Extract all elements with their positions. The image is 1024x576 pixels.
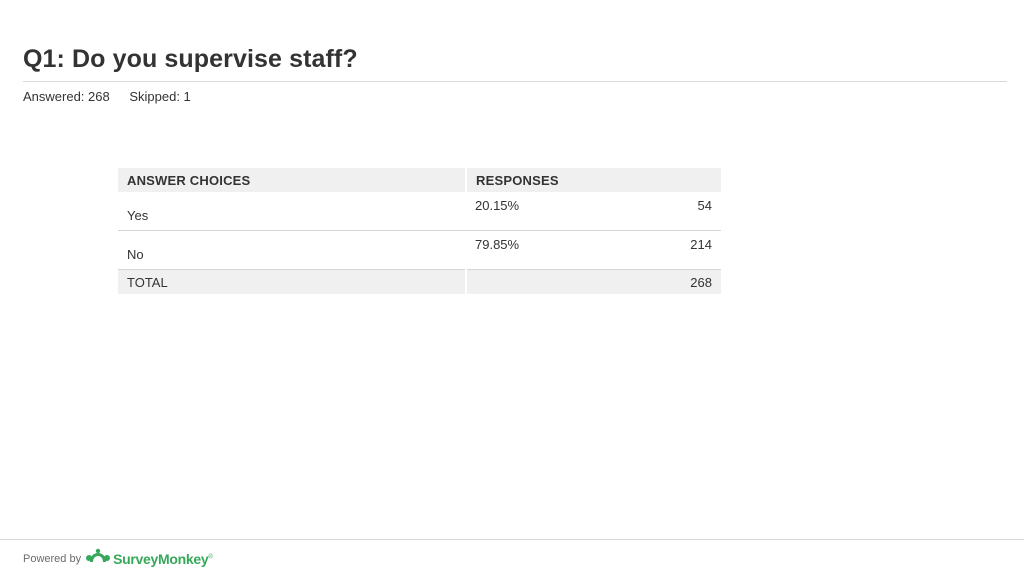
response-stats: Answered: 268 Skipped: 1 [23,89,191,104]
answer-choice-yes: Yes [118,192,466,231]
registered-mark: ® [208,553,213,560]
responses-header: RESPONSES [465,168,721,192]
answer-choices-header: ANSWER CHOICES [118,168,466,192]
footer-divider [0,539,1024,540]
table-row: No 79.85% 214 [118,230,721,270]
title-divider [23,81,1007,82]
table-row: Yes 20.15% 54 [118,192,721,231]
total-label: TOTAL [118,269,466,294]
answer-choice-no: No [118,230,466,270]
answered-count: Answered: 268 [23,89,110,104]
response-count: 54 [697,198,712,213]
total-row: TOTAL 268 [118,269,721,294]
response-cell: 20.15% 54 [466,192,721,231]
footer: Powered by SurveyMonkey® [23,548,213,569]
table-header-row: ANSWER CHOICES RESPONSES [118,168,721,192]
response-count: 214 [690,237,712,252]
powered-by-text: Powered by [23,552,82,565]
surveymonkey-logo-icon [86,548,111,569]
skipped-count: Skipped: 1 [129,89,191,104]
results-table: ANSWER CHOICES RESPONSES Yes 20.15% 54 N… [118,168,721,294]
response-cell: 79.85% 214 [466,230,721,270]
page-title: Q1: Do you supervise staff? [23,45,358,73]
response-percent: 20.15% [475,198,520,213]
response-percent: 79.85% [475,237,520,252]
total-count: 268 [465,269,721,294]
brand-name: SurveyMonkey® [113,550,213,567]
